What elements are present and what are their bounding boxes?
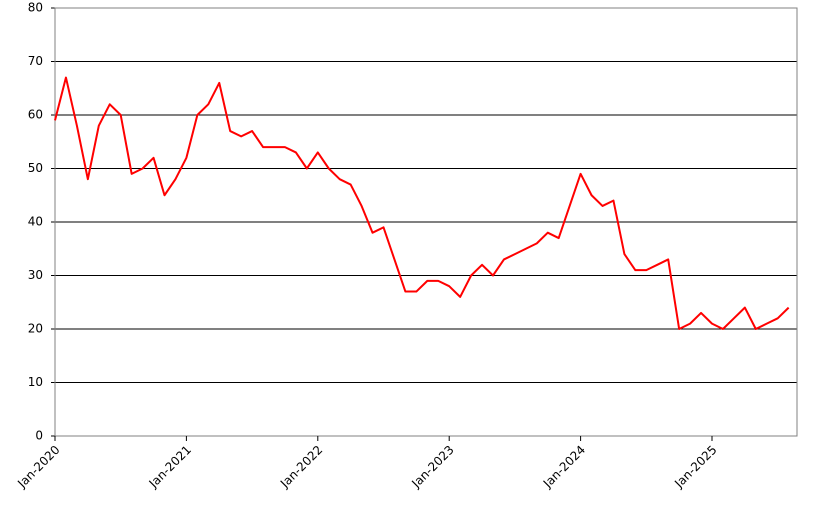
plot-border xyxy=(54,7,798,437)
y-tick-label: 50 xyxy=(28,161,43,175)
line-series xyxy=(54,76,790,330)
y-tick-label: 40 xyxy=(28,215,43,229)
x-tick-label: Jan-2025 xyxy=(671,443,719,491)
x-tick-label: Jan-2020 xyxy=(14,443,62,491)
y-tick-label: 10 xyxy=(28,375,43,389)
y-tick-label: 80 xyxy=(28,1,43,15)
y-tick-label: 0 xyxy=(35,429,43,443)
y-tick-label: 70 xyxy=(28,54,43,68)
x-tick-label: Jan-2021 xyxy=(146,443,194,491)
y-tick-label: 60 xyxy=(28,108,43,122)
x-tick-label: Jan-2023 xyxy=(408,443,456,491)
y-tick-label: 20 xyxy=(28,322,43,336)
x-tick-label: Jan-2022 xyxy=(277,443,325,491)
y-tick-label: 30 xyxy=(28,268,43,282)
x-tick-label: Jan-2024 xyxy=(540,443,588,491)
